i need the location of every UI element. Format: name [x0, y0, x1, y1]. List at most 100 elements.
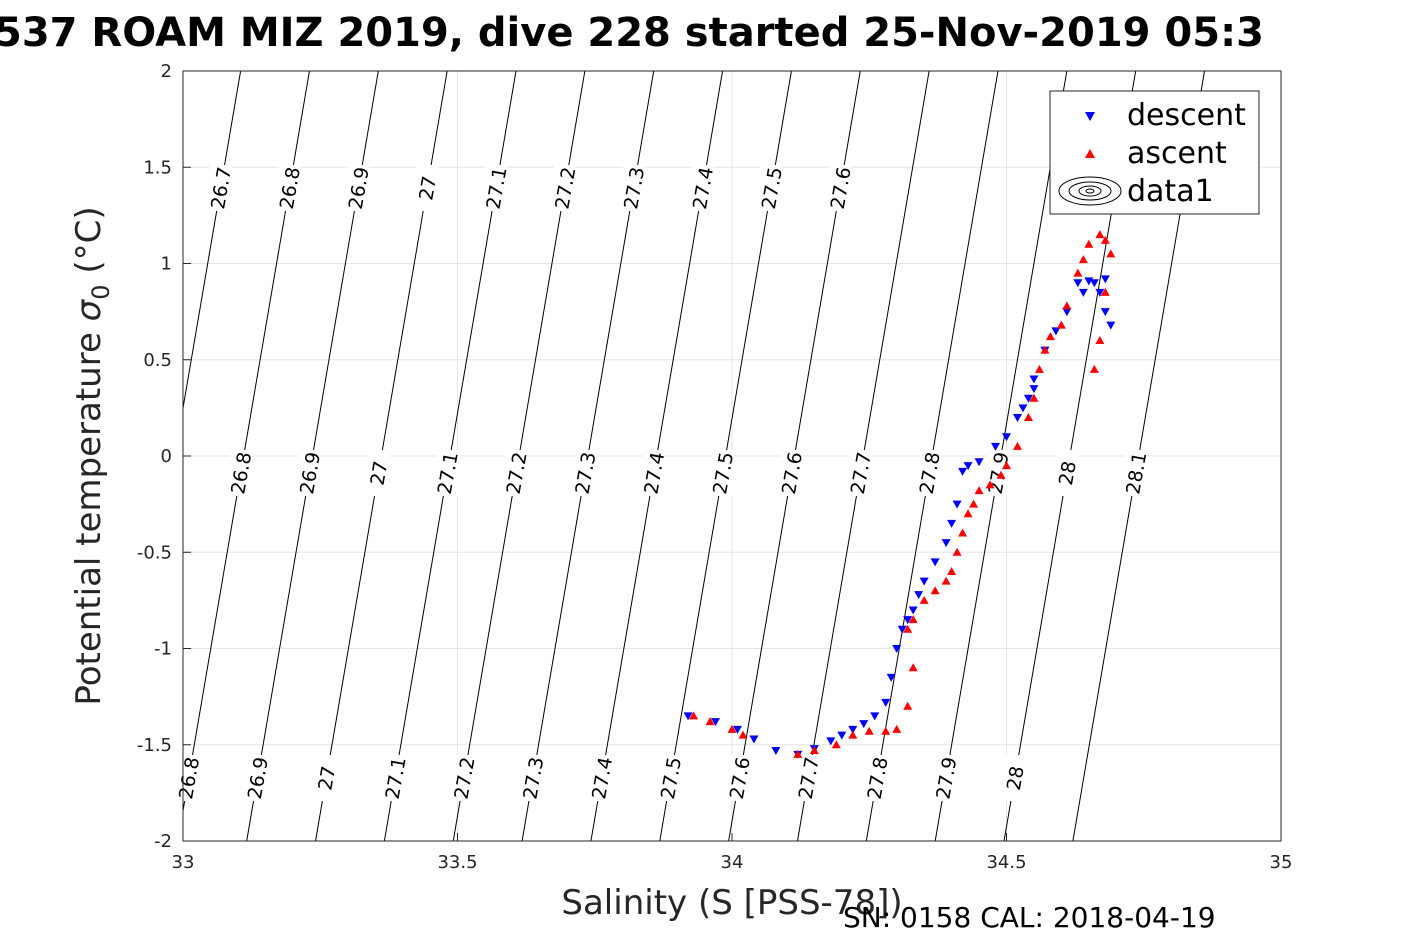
descent-point: [974, 458, 984, 467]
ascent-point: [930, 586, 940, 595]
contour-label-bg: [760, 165, 783, 211]
legend-contour-icon: [1058, 176, 1122, 206]
descent-point: [1084, 277, 1094, 286]
ascent-point: [727, 724, 737, 733]
legend-ascent-marker: [1085, 149, 1095, 158]
descent-point: [848, 725, 858, 734]
y-tick-label: 2: [161, 61, 172, 82]
ascent-point: [793, 749, 803, 758]
descent-point: [1073, 279, 1083, 288]
contour-label-bg: [622, 165, 645, 211]
y-tick-label: -1.5: [137, 735, 172, 756]
contour-label-bg: [229, 450, 252, 496]
ascent-point: [919, 595, 929, 604]
contour-label-bg: [453, 755, 476, 801]
contour-label-bg: [347, 165, 370, 211]
contour-label-bg: [553, 165, 576, 211]
ascent-point: [996, 470, 1006, 479]
descent-point: [908, 606, 918, 615]
descent-point: [1029, 375, 1039, 384]
descent-point: [914, 591, 924, 600]
descent-point: [947, 519, 957, 528]
ascent-point: [1023, 413, 1033, 421]
contour-label-bg: [918, 450, 941, 496]
ascent-point: [1100, 235, 1110, 244]
descent-point: [859, 720, 869, 729]
descent-point: [1062, 308, 1072, 317]
ascent-point: [1095, 230, 1105, 239]
ascent-point: [705, 717, 715, 726]
contour-label-bg: [659, 755, 682, 801]
descent-point: [1023, 394, 1033, 403]
y-axis-label: Potential temperature σ0 (°C): [69, 206, 115, 705]
legend: descent ascent data1: [1049, 90, 1260, 215]
contour-label-bg: [797, 755, 820, 801]
contour-label-bg: [384, 755, 407, 801]
contour-label-bg: [436, 450, 459, 496]
ascent-point: [985, 480, 995, 489]
ascent-point: [864, 726, 874, 735]
ascent-point: [941, 576, 951, 585]
ascent-point: [881, 726, 891, 735]
contour-label: 28: [1003, 764, 1029, 792]
x-tick-label: 33: [172, 852, 195, 873]
x-tick-label: 33.5: [437, 852, 477, 873]
descent-point: [903, 616, 913, 625]
descent-point: [732, 725, 742, 734]
contour-label-bg: [278, 165, 301, 211]
density-contour-labels: 26.726.826.92727.127.227.327.427.527.628…: [175, 165, 1151, 801]
ascent-point: [1106, 249, 1116, 258]
contour-label: 27: [366, 459, 392, 487]
ascent-point: [1012, 441, 1022, 450]
contour-label-bg: [728, 755, 751, 801]
contour-label-bg: [987, 450, 1010, 496]
descent-point: [919, 577, 929, 586]
descent-point: [1095, 288, 1105, 297]
legend-ascent-label: ascent: [1127, 136, 1227, 171]
descent-point: [963, 462, 973, 471]
contour-label-bg: [315, 755, 338, 801]
descent-point: [1029, 385, 1039, 394]
contour-label-bg: [1003, 755, 1026, 801]
ascent-point: [848, 730, 858, 739]
data-points: [683, 230, 1116, 759]
contour-label-bg: [485, 165, 508, 211]
contour-label-bg: [711, 450, 734, 496]
descent-point: [886, 673, 896, 682]
contour-label-bg: [849, 450, 872, 496]
ascent-point: [958, 528, 968, 537]
ascent-point: [903, 624, 913, 633]
contour-label: 28: [1055, 459, 1081, 487]
contour-label-bg: [416, 165, 439, 211]
descent-point: [1106, 321, 1116, 330]
descent-point: [1012, 414, 1022, 422]
ascent-point: [1078, 255, 1088, 264]
descent-point: [870, 712, 880, 721]
contour-label-bg: [780, 450, 803, 496]
ascent-point: [1062, 301, 1072, 310]
contour-label-bg: [934, 755, 957, 801]
ascent-point: [1084, 239, 1094, 248]
x-tick-label: 34.5: [986, 852, 1026, 873]
contour-label-bg: [691, 165, 714, 211]
ascent-point: [1034, 364, 1044, 373]
descent-point: [897, 625, 907, 634]
y-tick-label: 0.5: [143, 350, 172, 371]
ascent-point: [1073, 268, 1083, 277]
descent-point: [1100, 275, 1110, 284]
contour-label-bg: [642, 450, 665, 496]
ascent-point: [738, 730, 748, 739]
ascent-point: [969, 499, 979, 508]
descent-point: [1078, 288, 1088, 297]
descent-point: [826, 737, 836, 746]
contour-label-bg: [573, 450, 596, 496]
descent-point: [837, 731, 847, 740]
contour-label: 27: [415, 174, 441, 202]
y-tick-label: -2: [154, 831, 172, 852]
contour-label-bg: [209, 165, 232, 211]
descent-point: [958, 467, 968, 476]
y-tick-label: 0: [161, 446, 172, 467]
descent-point: [892, 645, 902, 653]
ascent-point: [947, 567, 957, 575]
